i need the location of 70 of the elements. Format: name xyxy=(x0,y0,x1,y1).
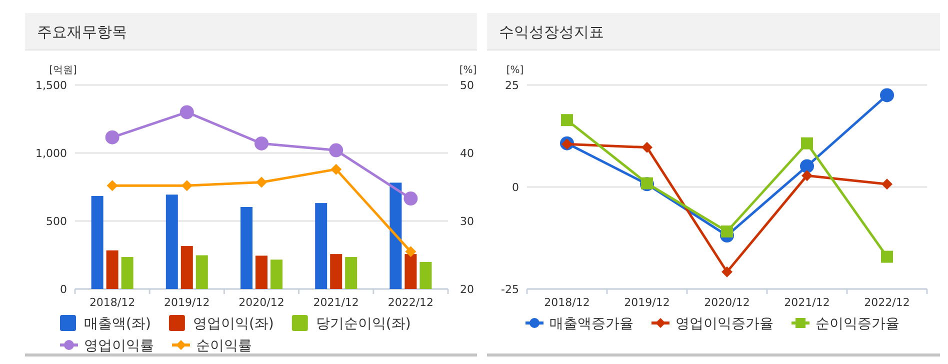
x-tick-label: 2020/12 xyxy=(238,296,284,309)
y2-tick-label: 30 xyxy=(460,215,474,228)
point xyxy=(180,105,194,120)
point xyxy=(329,143,344,158)
bar xyxy=(166,194,178,289)
y2-axis-title: [%] xyxy=(459,65,477,76)
point xyxy=(562,138,572,150)
y-tick-label: 0 xyxy=(60,283,67,296)
x-tick-label: 2021/12 xyxy=(313,296,359,309)
point xyxy=(105,130,120,144)
bar xyxy=(121,257,134,289)
point xyxy=(405,246,416,258)
point xyxy=(721,225,733,238)
x-tick-label: 2019/12 xyxy=(624,296,670,309)
point xyxy=(404,192,418,206)
point xyxy=(256,176,267,188)
y-axis-title: [%] xyxy=(506,65,524,76)
point xyxy=(106,180,118,192)
y2-tick-label: 40 xyxy=(460,147,474,160)
y2-tick-label: 20 xyxy=(460,283,474,296)
point xyxy=(880,88,894,102)
x-tick-label: 2022/12 xyxy=(864,296,910,309)
bar xyxy=(240,206,252,289)
point xyxy=(561,114,573,126)
legend-label: 당기순이익(좌) xyxy=(316,316,411,332)
bar xyxy=(270,260,282,289)
bar xyxy=(345,257,358,289)
point xyxy=(722,266,732,278)
point xyxy=(801,137,813,150)
point xyxy=(181,180,192,192)
point xyxy=(802,170,812,182)
bar xyxy=(390,182,402,289)
bar xyxy=(106,250,118,289)
legend-label: 영업이익률 xyxy=(84,338,154,354)
legend-label: 매출액증가율 xyxy=(550,316,634,332)
x-tick-label: 2018/12 xyxy=(544,296,590,309)
legend-label: 영업이익증가율 xyxy=(676,316,774,332)
y-tick-label: 1,000 xyxy=(36,147,67,160)
bar xyxy=(91,196,104,289)
chart-title: 수익성장성지표 xyxy=(499,23,604,41)
bar xyxy=(420,262,432,289)
x-tick-label: 2018/12 xyxy=(89,296,136,309)
point xyxy=(330,164,342,175)
point xyxy=(882,178,892,190)
y2-tick-label: 50 xyxy=(460,79,474,92)
bar xyxy=(256,256,268,289)
y-tick-label: 25 xyxy=(505,79,519,92)
y-tick-label: 500 xyxy=(46,215,67,228)
legend-label: 매출액(좌) xyxy=(84,316,151,332)
x-tick-label: 2021/12 xyxy=(784,296,830,309)
legend-label: 영업이익(좌) xyxy=(192,316,274,332)
bar xyxy=(404,254,417,289)
bar xyxy=(196,255,208,289)
y-tick-label: -25 xyxy=(501,283,519,296)
chart-title: 주요재무항목 xyxy=(37,23,127,41)
point xyxy=(881,250,893,263)
bar xyxy=(330,254,342,289)
bar xyxy=(315,203,328,289)
legend-label: 순이익증가율 xyxy=(816,316,900,332)
x-tick-label: 2019/12 xyxy=(164,296,210,309)
x-tick-label: 2020/12 xyxy=(704,296,750,309)
bar xyxy=(180,246,193,289)
y-tick-label: 0 xyxy=(512,181,519,194)
point xyxy=(642,142,652,153)
x-tick-label: 2022/12 xyxy=(388,296,434,309)
legend-label: 순이익률 xyxy=(196,338,252,354)
point xyxy=(800,159,814,174)
y-tick-label: 1,500 xyxy=(36,79,67,92)
point xyxy=(254,136,268,150)
y-axis-title: [억원] xyxy=(49,65,77,76)
